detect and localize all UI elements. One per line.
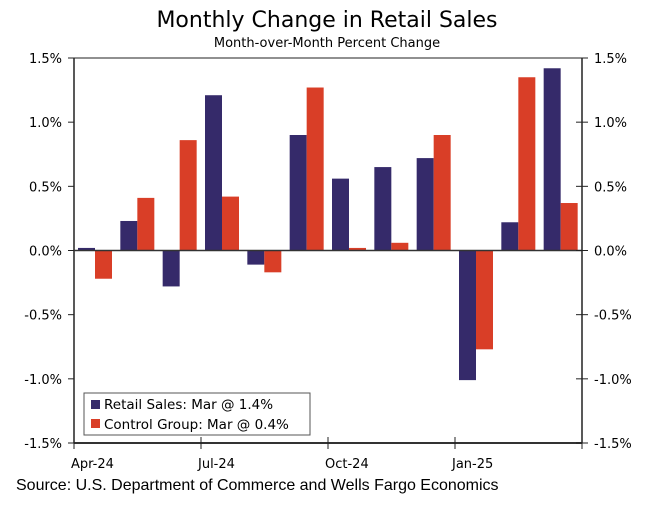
bar-control-group-may-24 (137, 197, 155, 251)
bar-control-group-nov-24 (391, 242, 409, 251)
bar-retail-sales-jul-24 (205, 95, 222, 251)
x-tick-label: Jan-25 (451, 457, 493, 472)
bar-control-group-jun-24 (179, 140, 197, 251)
legend-box (83, 392, 311, 436)
bars-group (78, 68, 578, 381)
bar-control-group-jan-25 (476, 250, 493, 350)
left-y-tick-label: 0.5% (29, 180, 62, 195)
right-y-tick-label: 0.5% (594, 180, 627, 195)
bar-retail-sales-feb-25 (501, 222, 519, 251)
right-y-tick-label: -0.5% (594, 309, 632, 324)
left-y-tick-label: 0.0% (29, 245, 62, 260)
right-y-tick-label: 1.5% (594, 52, 627, 67)
x-tick-label: Apr-24 (71, 457, 114, 472)
chart-title: Monthly Change in Retail Sales (156, 8, 497, 33)
bar-control-group-feb-25 (518, 77, 536, 251)
bar-control-group-apr-24 (95, 250, 112, 279)
right-y-tick-label: -1.5% (594, 437, 632, 452)
bar-retail-sales-may-24 (120, 220, 138, 251)
bar-control-group-dec-24 (433, 135, 451, 251)
left-y-ticks: 1.5% 1.0% 0.5% 0.0% -0.5% -1.0% -1.5% (24, 52, 74, 452)
bar-control-group-mar-25 (560, 203, 578, 251)
bar-retail-sales-aug-24 (247, 250, 265, 265)
bar-retail-sales-jan-25 (459, 250, 476, 381)
bar-control-group-aug-24 (264, 250, 282, 273)
left-y-tick-label: 1.5% (29, 52, 62, 67)
legend-label-control-group: Control Group: Mar @ 0.4% (104, 417, 289, 433)
right-y-tick-label: -1.0% (594, 373, 632, 388)
right-y-tick-label: 1.0% (594, 116, 627, 131)
left-y-tick-label: -1.0% (24, 373, 62, 388)
legend-swatch-control-group (91, 419, 100, 428)
bar-retail-sales-oct-24 (332, 178, 349, 251)
legend-swatch-retail-sales (91, 400, 100, 409)
legend-label-retail-sales: Retail Sales: Mar @ 1.4% (104, 397, 273, 413)
right-y-tick-label: 0.0% (594, 245, 627, 260)
bar-control-group-jul-24 (222, 196, 239, 251)
bar-retail-sales-mar-25 (543, 68, 561, 251)
bar-retail-sales-dec-24 (416, 158, 434, 251)
bar-retail-sales-apr-24 (78, 247, 95, 251)
left-y-tick-label: -0.5% (24, 309, 62, 324)
bar-retail-sales-nov-24 (374, 167, 392, 251)
bar-control-group-sep-24 (306, 87, 324, 251)
x-ticks: Apr-24 Jul-24 Oct-24 Jan-25 (71, 437, 583, 472)
x-tick-label: Oct-24 (325, 457, 369, 472)
bar-retail-sales-sep-24 (289, 135, 307, 251)
bar-retail-sales-jun-24 (162, 250, 180, 287)
chart-subtitle: Month-over-Month Percent Change (214, 36, 440, 51)
source-note: Source: U.S. Department of Commerce and … (16, 477, 499, 494)
legend: Retail Sales: Mar @ 1.4% Control Group: … (83, 392, 311, 436)
x-tick-label: Jul-24 (197, 457, 235, 472)
right-y-ticks: 1.5% 1.0% 0.5% 0.0% -0.5% -1.0% -1.5% (576, 52, 632, 452)
left-y-tick-label: 1.0% (29, 116, 62, 131)
left-y-tick-label: -1.5% (24, 437, 62, 452)
bar-control-group-oct-24 (349, 247, 366, 251)
